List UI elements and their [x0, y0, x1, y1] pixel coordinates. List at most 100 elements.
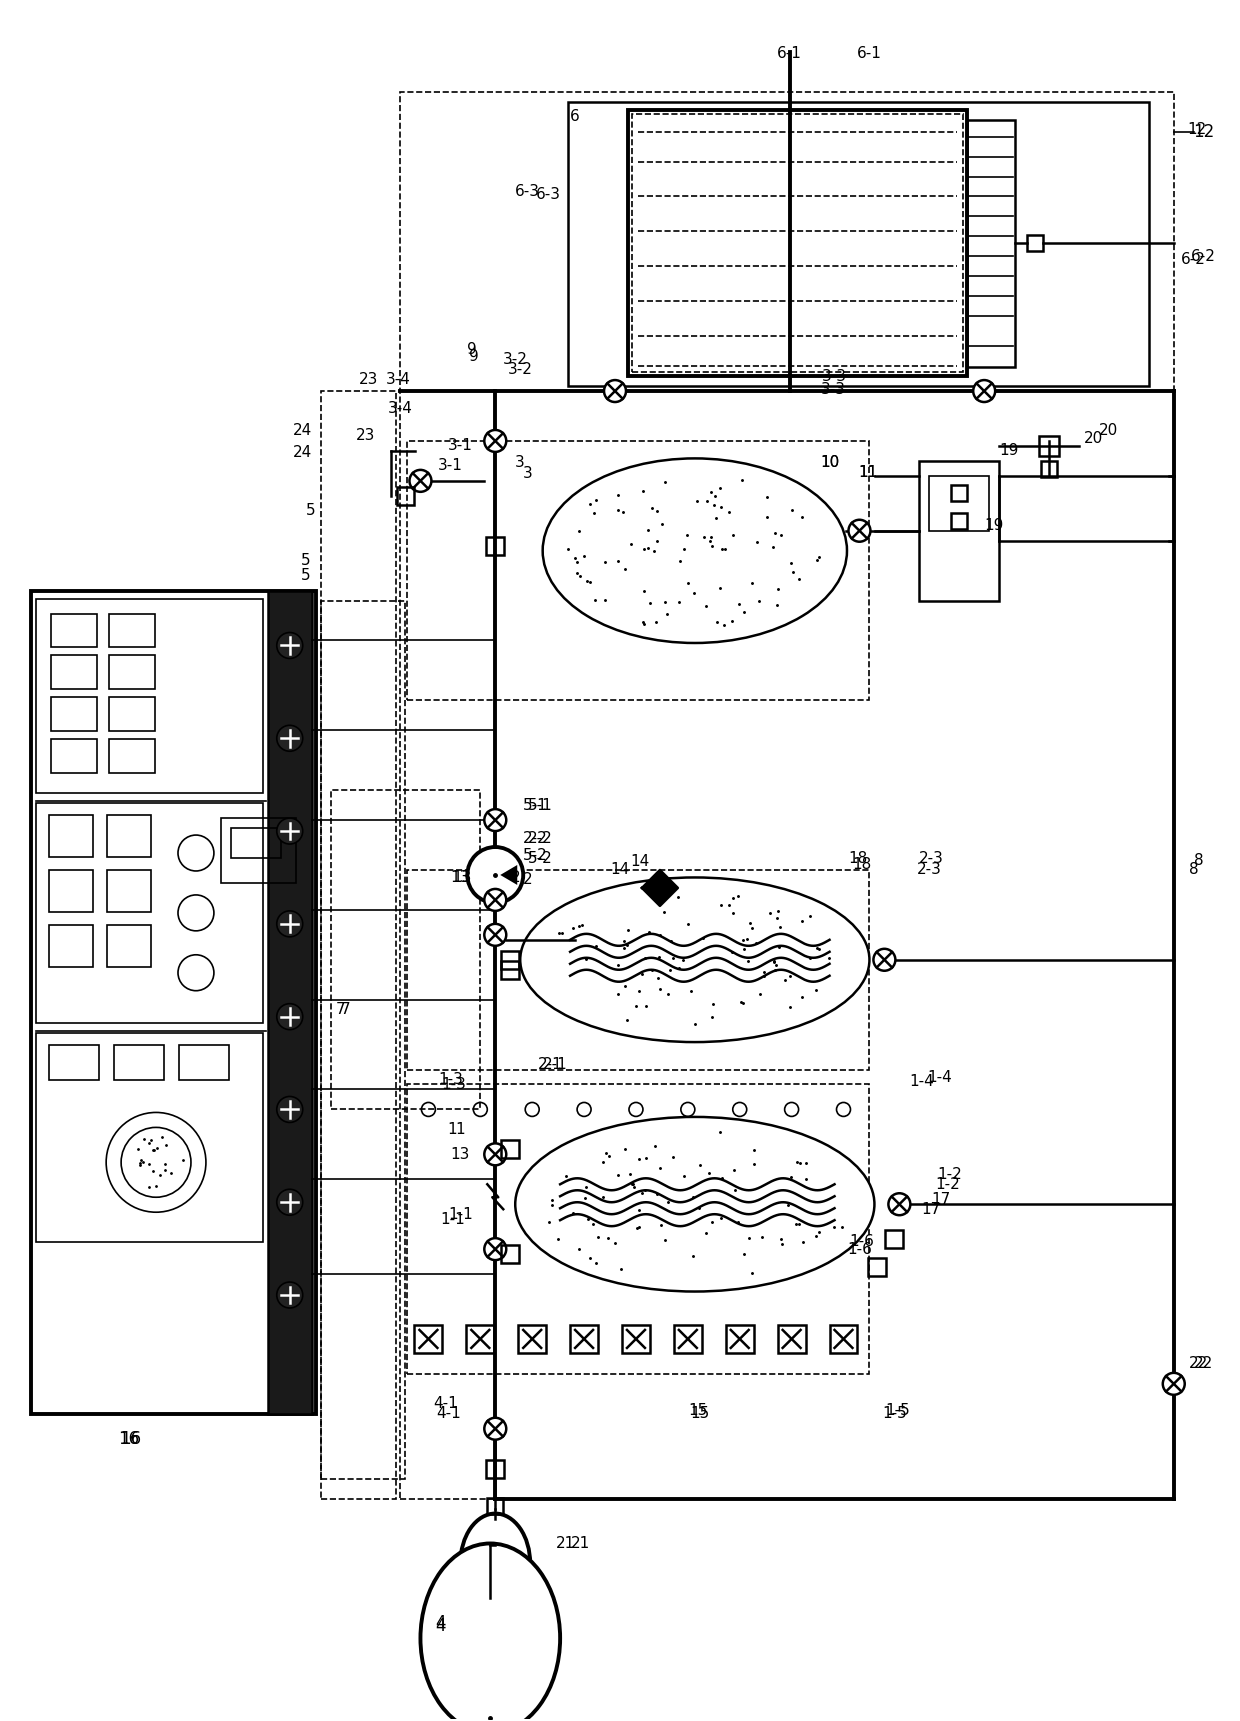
Bar [518, 1325, 546, 1353]
Text: 4-1: 4-1 [433, 1396, 458, 1411]
Text: 13: 13 [453, 871, 472, 886]
Text: 19: 19 [999, 444, 1019, 458]
Bar [401, 91, 1174, 1499]
Text: 4-1: 4-1 [436, 1406, 461, 1422]
Text: 5-1: 5-1 [523, 797, 548, 812]
Text: 11: 11 [858, 465, 877, 480]
Circle shape [409, 470, 432, 492]
Text: 2: 2 [522, 873, 532, 888]
Text: 5-2: 5-2 [528, 850, 553, 866]
Text: 8: 8 [1194, 852, 1204, 867]
Text: 16: 16 [120, 1430, 141, 1447]
Text: 2-3: 2-3 [916, 862, 941, 878]
Text: 1: 1 [448, 1122, 458, 1138]
Text: 13: 13 [450, 1146, 470, 1162]
Text: 5: 5 [301, 552, 310, 568]
Circle shape [1163, 1373, 1184, 1394]
Text: 10: 10 [820, 456, 839, 470]
Text: 10: 10 [820, 456, 839, 470]
Text: 4: 4 [435, 1614, 445, 1632]
Text: 2-2: 2-2 [523, 831, 548, 845]
Text: 3-2: 3-2 [502, 351, 528, 367]
Text: 3-3: 3-3 [821, 382, 846, 396]
Text: 4: 4 [435, 1618, 445, 1635]
Circle shape [277, 1096, 303, 1122]
Bar [179, 1045, 229, 1079]
Circle shape [277, 910, 303, 936]
Bar [321, 601, 405, 1478]
Text: 1-1: 1-1 [448, 1206, 472, 1222]
Text: 17: 17 [931, 1191, 951, 1206]
Bar [951, 513, 967, 528]
Circle shape [485, 1143, 506, 1165]
Text: 6-3: 6-3 [515, 184, 539, 200]
Text: 20: 20 [1084, 432, 1104, 446]
Bar [51, 614, 97, 647]
Text: 3-3: 3-3 [822, 368, 847, 384]
Circle shape [277, 1189, 303, 1215]
Text: 18: 18 [848, 850, 867, 866]
Text: 1-4: 1-4 [928, 1070, 951, 1084]
Circle shape [604, 380, 626, 403]
Text: 1-6: 1-6 [849, 1234, 874, 1249]
Circle shape [485, 809, 506, 831]
Bar [777, 1325, 806, 1353]
Ellipse shape [460, 1513, 531, 1613]
Circle shape [485, 924, 506, 947]
Bar [408, 871, 869, 1069]
Bar [1027, 236, 1043, 251]
Bar [109, 740, 155, 773]
Bar [109, 697, 155, 731]
Bar [107, 816, 151, 857]
Bar [486, 1459, 505, 1478]
Bar [50, 924, 93, 967]
Text: 24: 24 [293, 423, 312, 439]
Bar [501, 1244, 520, 1263]
Text: 1: 1 [455, 1122, 465, 1138]
Text: 19: 19 [985, 518, 1004, 534]
Bar [951, 485, 967, 501]
Bar [501, 1141, 520, 1158]
Ellipse shape [516, 1117, 874, 1291]
Text: 3-4: 3-4 [388, 401, 413, 415]
Bar [50, 1045, 99, 1079]
Circle shape [485, 1418, 506, 1440]
Circle shape [485, 1237, 506, 1260]
Circle shape [467, 847, 523, 904]
Text: 8: 8 [1189, 862, 1199, 878]
Text: 17: 17 [921, 1201, 941, 1217]
Text: 21: 21 [570, 1535, 590, 1551]
Bar [1042, 461, 1056, 477]
Bar [109, 614, 155, 647]
Text: 23: 23 [356, 429, 376, 444]
Text: 16: 16 [119, 1430, 140, 1447]
Text: 11: 11 [858, 465, 877, 480]
Bar [501, 960, 520, 979]
Bar [114, 1045, 164, 1079]
Text: 3: 3 [515, 456, 525, 470]
Circle shape [277, 633, 303, 659]
Text: 3-1: 3-1 [448, 439, 472, 453]
Bar [487, 1497, 503, 1513]
Bar [568, 102, 1148, 386]
Bar [51, 697, 97, 731]
Bar [486, 537, 505, 554]
Text: 2-3: 2-3 [919, 850, 944, 866]
Circle shape [873, 948, 895, 971]
Text: 6-2: 6-2 [1192, 250, 1216, 263]
Circle shape [888, 1193, 910, 1215]
Bar [221, 817, 295, 883]
Bar [50, 871, 93, 912]
Text: 1-6: 1-6 [847, 1241, 872, 1256]
Bar [570, 1325, 598, 1353]
Bar [414, 1325, 443, 1353]
Bar [321, 391, 396, 1499]
Bar [31, 590, 316, 1413]
Text: 18: 18 [852, 857, 870, 873]
Bar [107, 924, 151, 967]
Bar [627, 110, 967, 377]
Circle shape [277, 725, 303, 752]
Bar [885, 1231, 904, 1248]
Bar [868, 1258, 887, 1275]
Bar [919, 461, 999, 601]
